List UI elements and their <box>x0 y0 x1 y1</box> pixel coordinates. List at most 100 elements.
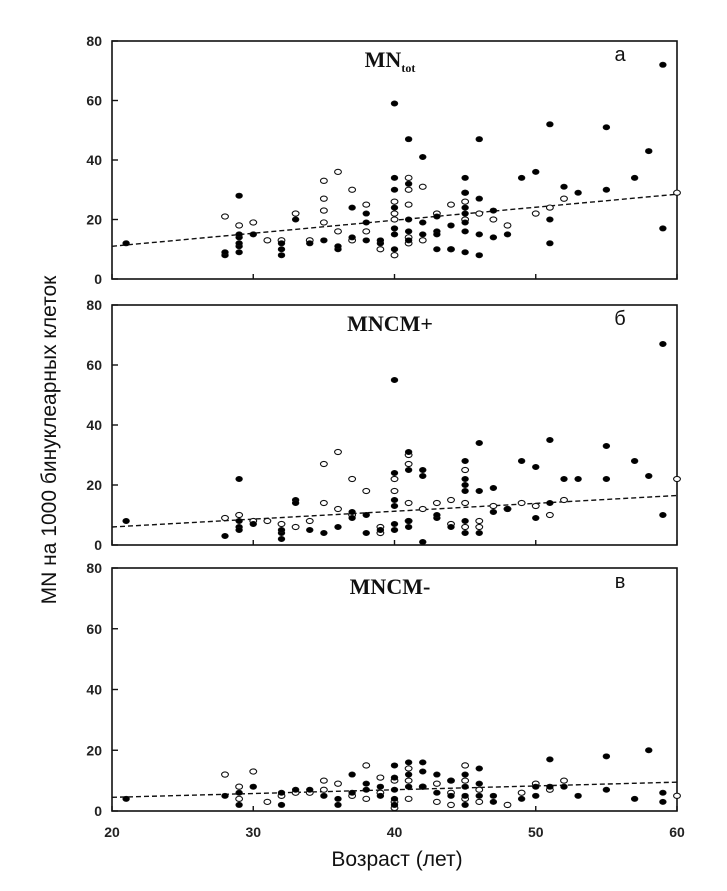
data-point-filled <box>475 136 483 143</box>
data-point-filled <box>404 771 413 778</box>
data-point-filled <box>221 532 229 539</box>
data-point-filled <box>645 472 653 479</box>
data-point-filled <box>390 376 399 383</box>
data-point-open <box>517 499 526 507</box>
y-tick-label: 40 <box>86 682 102 698</box>
data-point-filled <box>277 246 286 253</box>
data-point-open <box>319 777 328 784</box>
data-point-filled <box>390 774 399 781</box>
data-point-open <box>319 207 328 214</box>
data-point-filled <box>376 792 385 799</box>
data-point-filled <box>630 795 639 802</box>
data-point-filled <box>235 801 243 808</box>
data-point-open <box>503 222 512 229</box>
data-point-filled <box>235 231 243 238</box>
data-point-filled <box>475 252 483 259</box>
data-point-filled <box>419 231 427 238</box>
data-point-open <box>461 499 470 507</box>
data-point-filled <box>235 192 243 199</box>
data-point-open <box>673 792 681 799</box>
data-point-filled <box>334 523 342 530</box>
data-point-filled <box>461 529 469 536</box>
data-point-open <box>432 798 441 806</box>
data-point-filled <box>602 786 611 793</box>
data-point-filled <box>461 228 469 235</box>
data-point-filled <box>390 225 399 232</box>
data-point-filled <box>461 204 469 211</box>
data-point-filled <box>291 216 300 223</box>
panel-title: MNCM- <box>350 574 431 599</box>
data-point-filled <box>475 765 483 772</box>
panel-title: MNCM+ <box>347 311 433 336</box>
data-point-filled <box>461 801 469 808</box>
data-point-filled <box>390 526 399 533</box>
data-point-open <box>319 499 328 507</box>
data-point-filled <box>320 237 328 244</box>
data-point-open <box>432 780 441 787</box>
y-tick-label: 60 <box>86 93 102 109</box>
data-point-filled <box>277 526 286 533</box>
data-point-open <box>319 219 328 226</box>
data-point-filled <box>560 183 568 190</box>
data-point-filled <box>447 222 455 229</box>
data-point-filled <box>419 154 427 161</box>
data-point-filled <box>447 777 455 784</box>
data-point-open <box>475 798 484 806</box>
data-point-open <box>404 777 413 784</box>
data-point-open <box>560 195 568 202</box>
y-tick-label: 40 <box>86 152 102 168</box>
data-point-filled <box>362 237 370 244</box>
data-point-filled <box>532 792 540 799</box>
panel-title-main: MNCM+ <box>347 311 433 336</box>
panel-title-sub: tot <box>401 61 415 75</box>
data-point-open <box>404 174 413 181</box>
y-tick-label: 20 <box>86 212 102 228</box>
data-point-open <box>404 795 413 802</box>
data-point-filled <box>419 466 427 473</box>
data-point-filled <box>390 186 399 193</box>
data-point-filled <box>659 340 667 347</box>
x-tick-label: 30 <box>245 824 261 840</box>
data-point-filled <box>560 475 568 482</box>
data-point-open <box>362 795 371 802</box>
data-point-open <box>221 514 229 522</box>
data-point-filled <box>122 795 130 802</box>
data-point-filled <box>362 529 370 536</box>
y-tick-label: 20 <box>86 742 102 758</box>
y-tick-label: 0 <box>94 537 102 553</box>
y-tick-label: 80 <box>86 560 102 576</box>
data-point-filled <box>489 484 498 491</box>
data-point-open <box>235 783 244 790</box>
data-point-filled <box>532 514 540 521</box>
data-point-open <box>319 460 328 468</box>
data-point-open <box>291 210 300 217</box>
data-point-filled <box>489 508 498 515</box>
data-point-filled <box>306 786 314 793</box>
data-point-open <box>249 219 258 226</box>
data-point-filled <box>404 180 413 187</box>
data-point-filled <box>404 783 413 790</box>
data-point-filled <box>390 100 399 107</box>
data-point-filled <box>404 237 413 244</box>
data-point-filled <box>334 795 342 802</box>
data-point-open <box>545 204 554 211</box>
data-point-open <box>545 511 554 519</box>
data-point-filled <box>404 517 413 524</box>
data-point-filled <box>362 786 370 793</box>
x-axis-title: Возраст (лет) <box>331 848 462 871</box>
data-point-filled <box>659 798 667 805</box>
data-point-open <box>475 786 484 793</box>
data-point-filled <box>390 520 399 527</box>
data-point-filled <box>475 780 483 787</box>
data-point-filled <box>560 783 568 790</box>
data-point-filled <box>376 526 385 533</box>
data-point-filled <box>517 174 526 181</box>
data-point-filled <box>475 792 483 799</box>
data-point-filled <box>122 517 130 524</box>
data-point-filled <box>532 463 540 470</box>
panel-letter: в <box>615 571 626 593</box>
data-point-filled <box>404 448 413 455</box>
data-point-filled <box>461 517 469 524</box>
data-point-filled <box>221 249 229 256</box>
